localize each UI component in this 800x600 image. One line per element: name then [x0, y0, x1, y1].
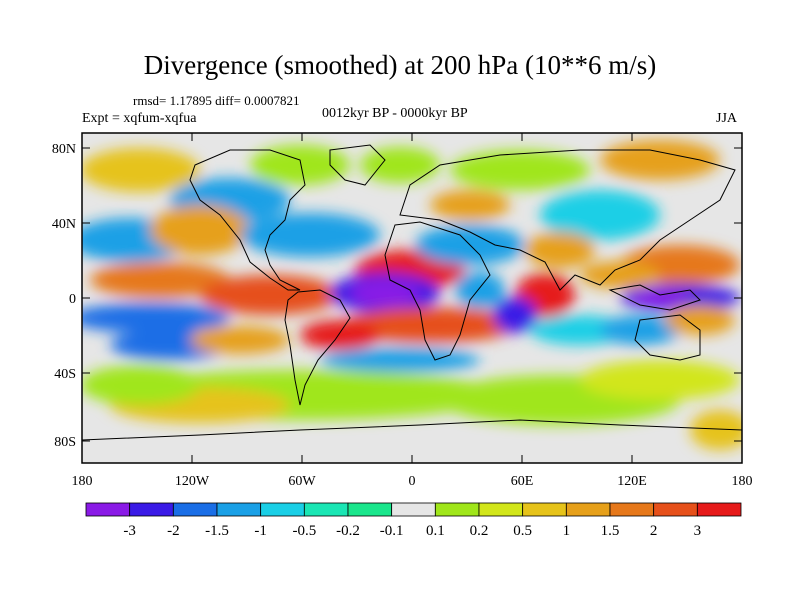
- colorbar-swatch: [172, 502, 218, 517]
- coastlines: [82, 144, 742, 441]
- colorbar-label: -0.5: [292, 523, 316, 539]
- lon-label: 60E: [511, 474, 534, 489]
- colorbar-label: -2: [167, 523, 180, 539]
- colorbar-swatch: [216, 502, 262, 517]
- colorbar-label: -3: [123, 523, 136, 539]
- season-label: JJA: [716, 111, 738, 126]
- lon-label: 60W: [288, 474, 316, 489]
- plot-title: Divergence (smoothed) at 200 hPa (10**6 …: [143, 50, 657, 80]
- eurasia-outline: [399, 149, 736, 291]
- colorbar: -3 -2 -1.5 -1 -0.5 -0.2 -0.1 0.1 0.2 0.5 1 1.5 2 3: [85, 502, 742, 539]
- colorbar-swatch: [653, 502, 698, 517]
- africa-outline: [384, 221, 491, 361]
- antarctica-outline: [82, 419, 742, 441]
- colorbar-swatch: [391, 502, 436, 517]
- colorbar-swatch: [129, 502, 174, 517]
- lat-label: 40S: [54, 367, 76, 382]
- colorbar-label: 0.1: [426, 523, 445, 539]
- australia-outline: [634, 314, 701, 361]
- colorbar-swatch: [85, 502, 131, 517]
- colorbar-swatch: [347, 502, 393, 517]
- colorbar-swatch: [565, 502, 611, 517]
- lat-label: 80S: [54, 435, 76, 450]
- north-america-outline: [189, 149, 306, 291]
- colorbar-swatch: [609, 502, 655, 517]
- south-america-outline: [284, 289, 351, 406]
- colorbar-swatch: [434, 502, 480, 517]
- colorbar-label: 2: [650, 523, 658, 539]
- colorbar-label: -0.2: [336, 523, 360, 539]
- colorbar-label: 0.2: [470, 523, 489, 539]
- colorbar-swatch: [478, 502, 524, 517]
- colorbar-label: 1.5: [601, 523, 620, 539]
- maritime-continent-outline: [608, 284, 701, 311]
- lon-label: 180: [732, 474, 753, 489]
- lat-label: 80N: [52, 142, 76, 157]
- lon-label: 120E: [617, 474, 647, 489]
- greenland-outline: [329, 144, 386, 186]
- colorbar-label: 0.5: [513, 523, 532, 539]
- experiment-label: Expt = xqfum-xqfua: [82, 111, 197, 126]
- lat-label: 40N: [52, 217, 76, 232]
- lon-label: 120W: [175, 474, 210, 489]
- lon-label: 180: [72, 474, 93, 489]
- colorbar-swatch: [260, 502, 305, 517]
- colorbar-label: -1.5: [205, 523, 229, 539]
- axis-ticks: 80N 40N 0 40S 80S 180 120W 60W 0 60E 120E 180: [52, 133, 753, 489]
- colorbar-label: -1: [254, 523, 267, 539]
- stats-label: rmsd= 1.17895 diff= 0.0007821: [133, 93, 300, 108]
- colorbar-label: 3: [694, 523, 702, 539]
- colorbar-swatch: [522, 502, 567, 517]
- lat-label: 0: [69, 292, 76, 307]
- contour-field: [82, 133, 742, 463]
- lon-label: 0: [409, 474, 416, 489]
- colorbar-label: 1: [563, 523, 571, 539]
- period-label: 0012kyr BP - 0000kyr BP: [322, 106, 468, 121]
- colorbar-label: -0.1: [380, 523, 404, 539]
- colorbar-swatch: [303, 502, 349, 517]
- colorbar-swatch: [696, 502, 742, 517]
